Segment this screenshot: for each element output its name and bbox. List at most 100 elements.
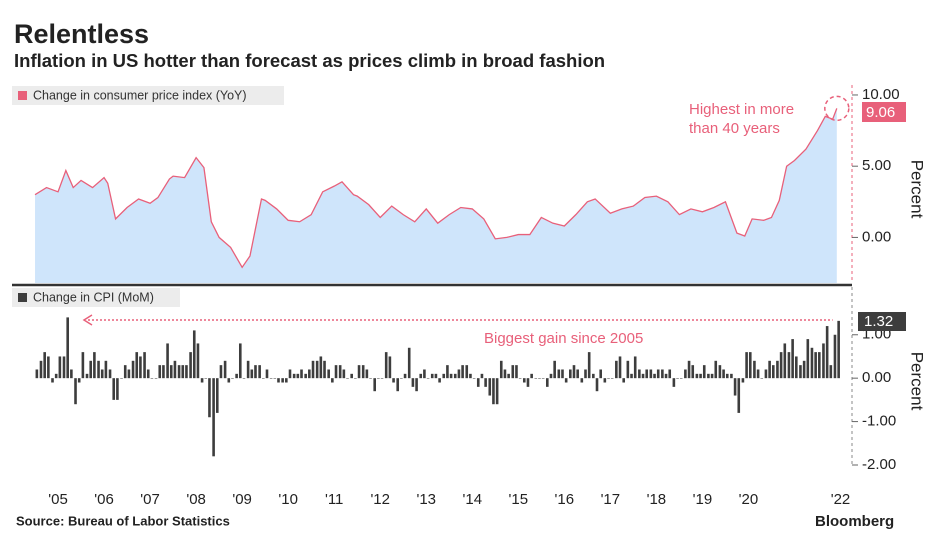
bar (235, 373, 238, 379)
bar (365, 369, 369, 379)
bar (622, 378, 626, 383)
bar (434, 373, 438, 379)
bar (564, 378, 568, 383)
bar (806, 339, 810, 379)
x-tick-label: '14 (462, 491, 482, 508)
bar (538, 378, 541, 379)
bar (718, 365, 722, 379)
bar (480, 373, 484, 379)
bar (62, 356, 66, 379)
bar (288, 369, 292, 379)
x-tick-label: '15 (509, 491, 529, 508)
bar (446, 365, 449, 379)
x-tick-label: '19 (693, 491, 713, 508)
bar (822, 343, 825, 379)
bar (51, 378, 54, 383)
y-tick-label: 0.00 (862, 228, 891, 245)
legend-label: Change in CPI (MoM) (33, 290, 154, 304)
bar (304, 373, 307, 379)
bar (695, 373, 699, 379)
bar (442, 373, 446, 379)
bar (70, 369, 73, 379)
bar (661, 369, 664, 379)
bar (595, 378, 599, 392)
bar (733, 378, 737, 396)
bar (802, 360, 806, 379)
bar (656, 369, 660, 379)
x-tick-label: '13 (416, 491, 436, 508)
bar (311, 360, 315, 379)
bar (81, 352, 85, 379)
x-tick-label: '16 (555, 491, 575, 508)
bar (461, 365, 464, 379)
bar (281, 378, 284, 383)
bar (776, 360, 779, 379)
bar (369, 378, 372, 379)
bar (702, 365, 706, 379)
bar (615, 360, 618, 379)
bar (273, 378, 277, 379)
bar (725, 373, 729, 379)
bar (231, 378, 234, 379)
bar (741, 378, 745, 383)
bar (419, 373, 423, 379)
bar (714, 360, 718, 379)
bar (407, 347, 411, 379)
bar (449, 373, 453, 379)
bar (549, 373, 553, 379)
bar (166, 343, 169, 379)
bar (154, 378, 158, 379)
legend-box (12, 288, 180, 307)
bar (476, 378, 480, 387)
bar (373, 378, 376, 392)
chart-subtitle: Inflation in US hotter than forecast as … (14, 50, 605, 71)
bar (541, 378, 545, 379)
bar (254, 365, 257, 379)
bar (610, 378, 614, 379)
bar (354, 378, 357, 379)
bar (212, 378, 215, 457)
bar (745, 352, 748, 379)
bar (357, 365, 361, 379)
bar (756, 369, 760, 379)
x-tick-label: '06 (94, 491, 114, 508)
bar (93, 352, 96, 379)
value-label-box (862, 102, 906, 122)
bar (265, 369, 269, 379)
line (34, 108, 838, 269)
value-label-box (858, 312, 906, 331)
bar (143, 352, 146, 379)
bar (331, 378, 334, 383)
bar (530, 373, 533, 379)
bar (722, 369, 725, 379)
bar (779, 352, 783, 379)
bar (120, 378, 123, 379)
bar (269, 378, 273, 379)
bar (97, 360, 100, 379)
bar (630, 373, 633, 379)
bar (112, 378, 116, 400)
bar (837, 320, 840, 379)
bar (196, 343, 200, 379)
bar (469, 373, 472, 379)
bar (139, 356, 142, 379)
bar (150, 378, 154, 379)
bar (227, 378, 231, 383)
bar (334, 365, 338, 379)
bar (242, 378, 246, 379)
bar (503, 369, 507, 379)
bar (753, 360, 756, 379)
bar (158, 365, 162, 379)
bar (392, 378, 395, 383)
bar (707, 373, 710, 379)
bar (415, 378, 418, 392)
bar (181, 365, 185, 379)
chart-title: Relentless (14, 19, 149, 49)
bar (699, 373, 702, 379)
bar (507, 373, 510, 379)
bar (123, 365, 127, 379)
bar (58, 356, 62, 379)
y-axis-label: Percent (908, 352, 927, 411)
annotation: Highest in more (689, 101, 794, 118)
